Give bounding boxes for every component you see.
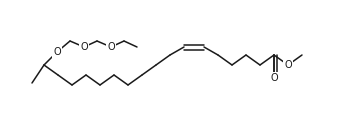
Text: O: O (284, 60, 292, 70)
Text: O: O (53, 47, 61, 57)
Text: O: O (270, 73, 278, 83)
Text: O: O (80, 42, 88, 52)
Text: O: O (107, 42, 115, 52)
